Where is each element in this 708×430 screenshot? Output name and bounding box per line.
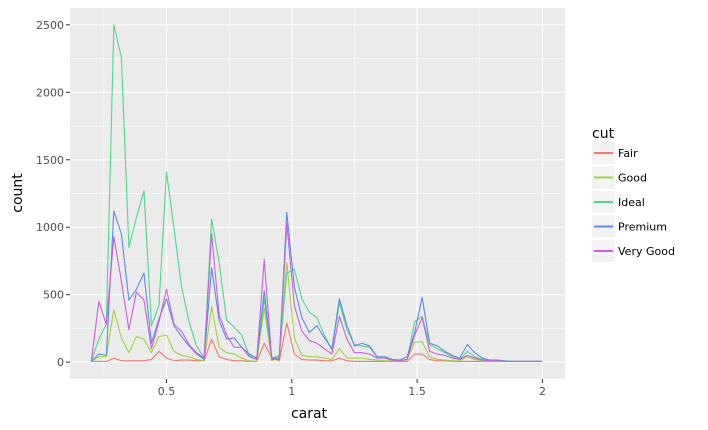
x-tick-label: 1: [288, 385, 295, 398]
legend-label-good: Good: [618, 172, 647, 185]
y-tick-label: 2500: [36, 19, 64, 32]
y-tick-label: 500: [43, 289, 64, 302]
y-tick-label: 0: [57, 356, 64, 369]
x-tick-label: 2: [539, 385, 546, 398]
series-line-fair: [91, 322, 543, 363]
legend-label-very-good: Very Good: [618, 245, 675, 258]
legend: cut Fair Good Ideal Premium Very Good: [592, 126, 675, 262]
legend-label-ideal: Ideal: [618, 196, 645, 209]
y-axis: 0 500 1000 1500 2000 2500: [36, 19, 70, 369]
legend-title: cut: [592, 126, 615, 142]
series-layer: [90, 24, 543, 363]
y-tick-label: 2000: [36, 86, 64, 99]
y-axis-title: count: [10, 173, 26, 213]
x-axis: 0.5 1 1.5 2: [158, 379, 546, 398]
legend-label-fair: Fair: [618, 147, 638, 160]
x-tick-label: 1.5: [408, 385, 426, 398]
series-line-good: [91, 261, 543, 363]
x-axis-title: carat: [291, 406, 328, 422]
grid-minor: [70, 8, 565, 379]
y-tick-label: 1500: [36, 154, 64, 167]
series-line-ideal: [90, 24, 543, 363]
x-tick-label: 0.5: [158, 385, 176, 398]
legend-label-premium: Premium: [618, 221, 667, 234]
series-line-premium: [90, 210, 543, 363]
y-tick-label: 1000: [36, 221, 64, 234]
series-line-very-good: [90, 222, 543, 363]
